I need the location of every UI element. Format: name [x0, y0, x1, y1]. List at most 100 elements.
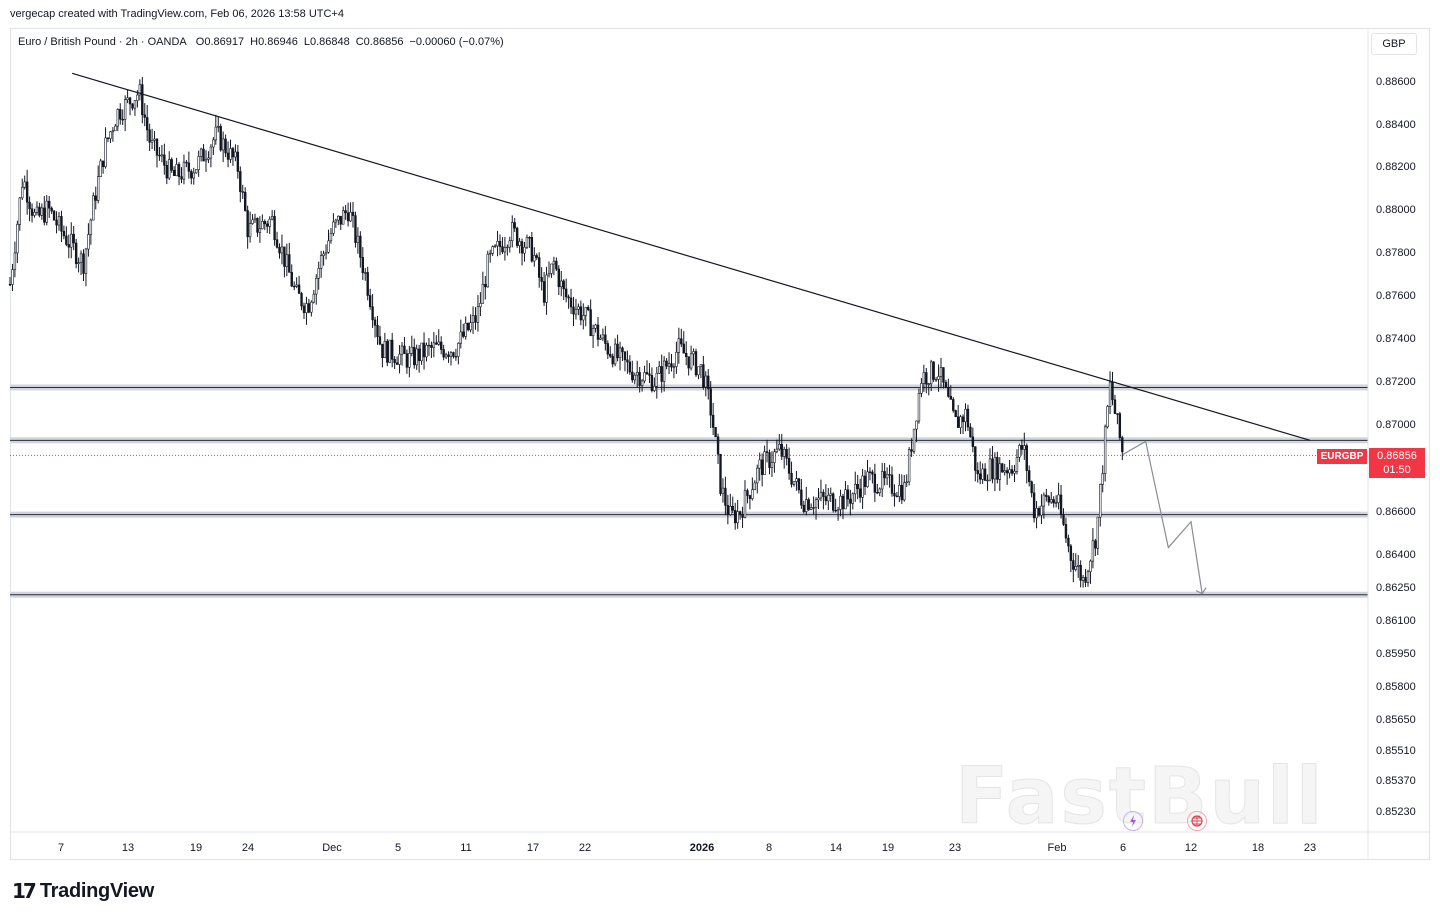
candle-body: [680, 338, 683, 345]
candle-body: [863, 475, 867, 487]
candle-body: [577, 306, 580, 310]
candle-body: [246, 210, 249, 238]
candle-body: [138, 84, 142, 96]
candle-body: [702, 364, 705, 388]
candle-body: [988, 458, 992, 481]
candle-body: [1030, 481, 1033, 494]
x-tick-label: 23: [1304, 842, 1316, 854]
bar-countdown: 01:50: [1383, 464, 1411, 476]
candle-body: [753, 482, 757, 491]
candle-body: [136, 94, 139, 101]
candle-body: [388, 339, 391, 363]
candle-body: [258, 228, 262, 233]
candle-body: [827, 495, 830, 502]
tradingview-logo-icon: 17: [12, 879, 37, 903]
candle-body: [344, 210, 347, 214]
candle-body: [349, 211, 352, 222]
x-tick-label: 18: [1252, 842, 1264, 854]
candle-body: [141, 84, 144, 116]
candle-body: [1081, 577, 1085, 581]
candle-body: [13, 252, 17, 270]
candle-body: [310, 301, 313, 313]
candle-body: [244, 191, 247, 211]
candle-body: [300, 293, 303, 307]
candle-body: [67, 244, 71, 248]
candle-body: [150, 140, 154, 143]
candle-body: [43, 207, 46, 223]
candle-body: [907, 449, 911, 483]
candle-body: [381, 343, 384, 359]
candle-body: [266, 223, 269, 227]
x-tick-label: 8: [766, 842, 772, 854]
candle-body: [724, 487, 727, 506]
candle-body: [420, 342, 423, 362]
candle-body: [1089, 560, 1092, 573]
candle-body: [898, 484, 901, 497]
candle-body: [334, 219, 338, 223]
candle-body: [949, 395, 953, 400]
candle-body: [23, 181, 26, 188]
candle-body: [959, 416, 962, 428]
candle-body: [677, 338, 681, 353]
candle-body: [537, 257, 541, 278]
candle-body: [454, 356, 458, 358]
candle-body: [658, 366, 661, 374]
candle-body: [851, 493, 855, 504]
y-tick-label: 0.88600: [1376, 76, 1416, 88]
candle-body: [692, 351, 695, 355]
candle-body: [611, 355, 614, 365]
candle-body: [471, 315, 475, 323]
candle-body: [846, 489, 850, 500]
candle-body: [653, 386, 656, 391]
candle-body: [170, 159, 173, 171]
candle-body: [329, 233, 333, 242]
candle-body: [1040, 505, 1043, 516]
candle-body: [292, 285, 296, 288]
candle-body: [567, 296, 570, 299]
candle-body: [903, 482, 906, 501]
candle-body: [253, 217, 257, 221]
candle-body: [295, 284, 298, 287]
candle-body: [1096, 516, 1100, 549]
candle-body: [807, 499, 810, 510]
candle-body: [155, 138, 159, 156]
candle-body: [506, 246, 509, 249]
candle-body: [1023, 445, 1026, 450]
candle-body: [684, 352, 688, 357]
candle-body: [628, 361, 632, 373]
candle-body: [1059, 494, 1063, 515]
currency-selector[interactable]: GBP: [1371, 33, 1417, 55]
candle-body: [626, 359, 629, 363]
legend-symbol[interactable]: Euro / British Pound · 2h · OANDA: [18, 36, 187, 48]
candle-body: [415, 348, 418, 366]
candle-body: [780, 443, 783, 457]
candle-body: [28, 201, 31, 210]
globe-icon[interactable]: [1187, 811, 1207, 831]
candle-body: [868, 471, 872, 473]
candle-body: [476, 306, 480, 323]
candle-body: [106, 137, 110, 140]
tradingview-logo[interactable]: 17 TradingView: [12, 879, 154, 903]
candle-body: [236, 151, 240, 172]
candle-body: [403, 345, 406, 354]
candle-body: [942, 367, 945, 383]
x-tick-label: 17: [527, 842, 539, 854]
ohlc-legend: Euro / British Pound · 2h · OANDA O0.869…: [18, 36, 510, 48]
candle-body: [496, 240, 499, 247]
candle-body: [121, 118, 124, 121]
candle-body: [143, 114, 146, 118]
candle-body: [354, 215, 357, 243]
candle-body: [954, 410, 957, 418]
lightning-icon[interactable]: [1123, 811, 1143, 831]
candle-body: [464, 322, 467, 337]
candle-body: [952, 399, 955, 411]
candle-body: [609, 353, 612, 357]
candle-body: [515, 227, 519, 246]
candle-body: [557, 268, 561, 288]
candle-body: [337, 215, 340, 221]
chart-frame: [10, 28, 1430, 860]
candle-body: [1091, 540, 1095, 562]
candle-body: [716, 436, 720, 455]
candle-body: [900, 484, 904, 501]
